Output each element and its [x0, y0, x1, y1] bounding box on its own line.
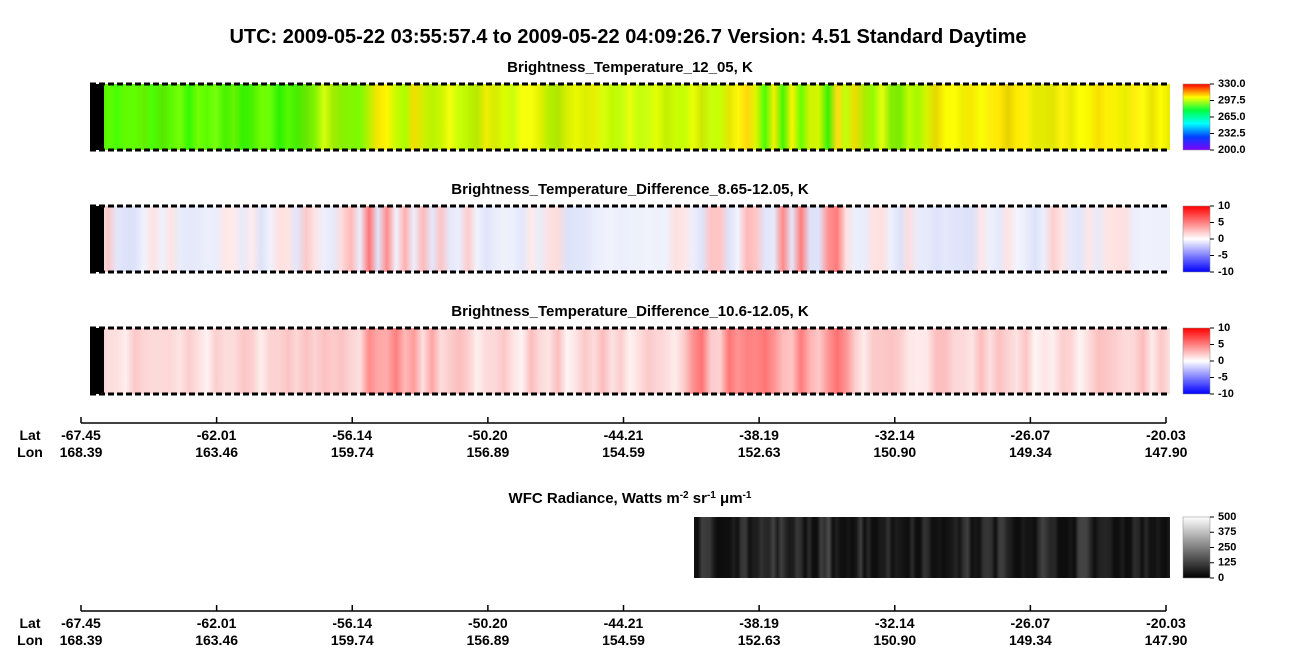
lat-label: -44.21 — [604, 615, 644, 631]
lat-label: -62.01 — [197, 427, 237, 443]
lon-label: 152.63 — [738, 632, 781, 648]
title-part: μm — [716, 490, 743, 507]
lat-label: -26.07 — [1011, 427, 1051, 443]
page-title: UTC: 2009-05-22 03:55:57.4 to 2009-05-22… — [229, 26, 1026, 48]
heatmap-strip — [90, 84, 1170, 150]
title-part: -1 — [743, 490, 752, 501]
lat-label: -26.07 — [1011, 615, 1051, 631]
lon-label: 156.89 — [466, 632, 509, 648]
missing-data — [90, 84, 104, 150]
lon-label: 163.46 — [195, 632, 238, 648]
lon-label: 163.46 — [195, 444, 238, 460]
axis-row-label: Lat — [20, 615, 41, 631]
colorbar-tick-label: 200.0 — [1218, 144, 1246, 156]
heatmap-strip — [694, 517, 1170, 578]
lat-label: -56.14 — [332, 427, 372, 443]
lat-label: -67.45 — [61, 615, 101, 631]
colorbar-tick-label: 375 — [1218, 526, 1236, 538]
title-part: -2 — [680, 490, 689, 501]
lat-label: -62.01 — [197, 615, 237, 631]
colorbar-tick-label: -5 — [1218, 371, 1228, 383]
lon-label: 150.90 — [873, 444, 916, 460]
colorbar-tick-label: -5 — [1218, 249, 1228, 261]
panel-title: Brightness_Temperature_Difference_10.6-1… — [451, 303, 809, 320]
colorbar-tick-label: 5 — [1218, 338, 1224, 350]
lat-label: -44.21 — [604, 427, 644, 443]
title-part: WFC Radiance, Watts m — [509, 490, 680, 507]
colorbar-tick-label: 265.0 — [1218, 111, 1246, 123]
lat-label: -32.14 — [875, 427, 915, 443]
colorbar-tick-label: 0 — [1218, 572, 1224, 584]
lat-label: -20.03 — [1146, 615, 1186, 631]
lon-label: 149.34 — [1009, 444, 1052, 460]
colorbar-tick-label: 330.0 — [1218, 78, 1246, 90]
lat-label: -50.20 — [468, 427, 508, 443]
panel-title: Brightness_Temperature_Difference_8.65-1… — [451, 181, 809, 198]
colorbar — [1182, 83, 1211, 151]
lon-label: 147.90 — [1145, 632, 1188, 648]
missing-data — [90, 328, 104, 394]
lon-label: 168.39 — [60, 444, 103, 460]
colorbar-tick-label: 250 — [1218, 541, 1236, 553]
lat-label: -20.03 — [1146, 427, 1186, 443]
lat-label: -38.19 — [739, 615, 779, 631]
colorbar — [1182, 516, 1211, 579]
lon-label: 159.74 — [331, 444, 374, 460]
colorbar — [1182, 327, 1211, 395]
colorbar-tick-label: -10 — [1218, 388, 1234, 400]
colorbar-tick-label: 125 — [1218, 557, 1236, 569]
lon-label: 150.90 — [873, 632, 916, 648]
lat-label: -67.45 — [61, 427, 101, 443]
lat-label: -32.14 — [875, 615, 915, 631]
colorbar-tick-label: 10 — [1218, 200, 1230, 212]
colorbar-tick-label: 0 — [1218, 233, 1224, 245]
colorbar-tick-label: 0 — [1218, 355, 1224, 367]
lon-label: 154.59 — [602, 632, 645, 648]
axis-row-label: Lat — [20, 427, 41, 443]
colorbar-tick-label: 10 — [1218, 322, 1230, 334]
lon-label: 147.90 — [1145, 444, 1188, 460]
lon-label: 168.39 — [60, 632, 103, 648]
colorbar-tick-label: -10 — [1218, 266, 1234, 278]
colorbar-tick-label: 500 — [1218, 511, 1236, 523]
axis-row-label: Lon — [17, 632, 43, 648]
panel-title: WFC Radiance, Watts m-2 sr-1 μm-1 — [509, 490, 752, 508]
panel-title: Brightness_Temperature_12_05, K — [507, 59, 753, 76]
lon-label: 154.59 — [602, 444, 645, 460]
title-part: -1 — [707, 490, 716, 501]
colorbar — [1182, 205, 1211, 273]
lon-label: 149.34 — [1009, 632, 1052, 648]
colorbar-tick-label: 5 — [1218, 216, 1224, 228]
missing-data — [90, 206, 104, 272]
lon-label: 156.89 — [466, 444, 509, 460]
title-part: sr — [689, 490, 708, 507]
lon-label: 152.63 — [738, 444, 781, 460]
colorbar-tick-label: 232.5 — [1218, 127, 1246, 139]
heatmap-strip — [90, 206, 1170, 272]
colorbar-tick-label: 297.5 — [1218, 94, 1246, 106]
lat-label: -56.14 — [332, 615, 372, 631]
lat-label: -50.20 — [468, 615, 508, 631]
lat-label: -38.19 — [739, 427, 779, 443]
lon-label: 159.74 — [331, 632, 374, 648]
axis-row-label: Lon — [17, 444, 43, 460]
heatmap-strip — [90, 328, 1170, 394]
